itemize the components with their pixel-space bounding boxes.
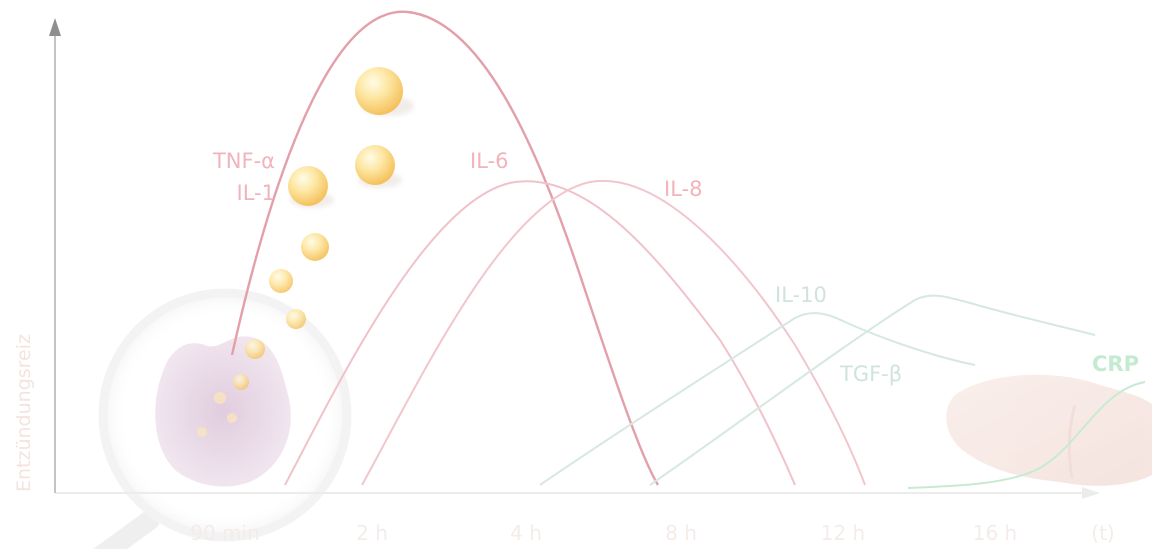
- tnf-alpha-label: TNF-α: [212, 149, 275, 173]
- il6-curve: [284, 180, 796, 486]
- cytokine-sphere: [355, 145, 395, 185]
- cytokine-sphere: [269, 269, 293, 293]
- x-tick-label: 90 min: [190, 521, 260, 545]
- crp-curve: [907, 381, 1146, 489]
- x-tick-label: 2 h: [356, 521, 388, 545]
- cytokine-sphere: [301, 233, 329, 261]
- cytokine-spheres: [233, 67, 414, 390]
- x-tick-label: 12 h: [821, 521, 865, 545]
- x-tick-label: 4 h: [510, 521, 542, 545]
- x-axis-arrow: [1082, 487, 1100, 499]
- il1-label: IL-1: [237, 181, 275, 205]
- il10-label: IL-10: [775, 283, 827, 307]
- il8-curve: [361, 179, 866, 486]
- cell-body: [155, 336, 291, 487]
- x-axis-unit: (t): [1091, 521, 1114, 545]
- cytokine-sphere: [288, 166, 328, 206]
- il8-label: IL-8: [664, 177, 702, 201]
- x-tick-label: 8 h: [665, 521, 697, 545]
- y-axis-label: Entzündungsreiz: [13, 334, 35, 492]
- x-tick-label: 16 h: [973, 521, 1017, 545]
- tnf-il1-curve: [230, 10, 660, 486]
- il10-curve: [539, 312, 976, 486]
- tgf-beta-curve: [649, 294, 1096, 486]
- cytokine-sphere: [286, 309, 306, 329]
- y-axis-arrow: [49, 18, 61, 36]
- tgf-beta-label: TGF-β: [839, 362, 902, 386]
- magnifier-handle: [93, 510, 160, 549]
- il6-label: IL-6: [470, 149, 508, 173]
- macrophage-illustration: [93, 288, 352, 549]
- anti-inflammatory-curves: [539, 294, 1146, 489]
- x-axis-ticks: 90 min 2 h 4 h 8 h 12 h 16 h (t): [190, 521, 1114, 545]
- curve-labels: TNF-α IL-1 IL-6 IL-8 IL-10 TGF-β CRP: [212, 149, 1139, 386]
- cytokine-sphere: [245, 339, 265, 359]
- crp-label: CRP: [1092, 352, 1139, 376]
- axes: [49, 18, 1100, 499]
- cytokine-sphere: [355, 67, 403, 115]
- pro-inflammatory-curves: [230, 10, 866, 486]
- cytokine-sphere: [233, 374, 249, 390]
